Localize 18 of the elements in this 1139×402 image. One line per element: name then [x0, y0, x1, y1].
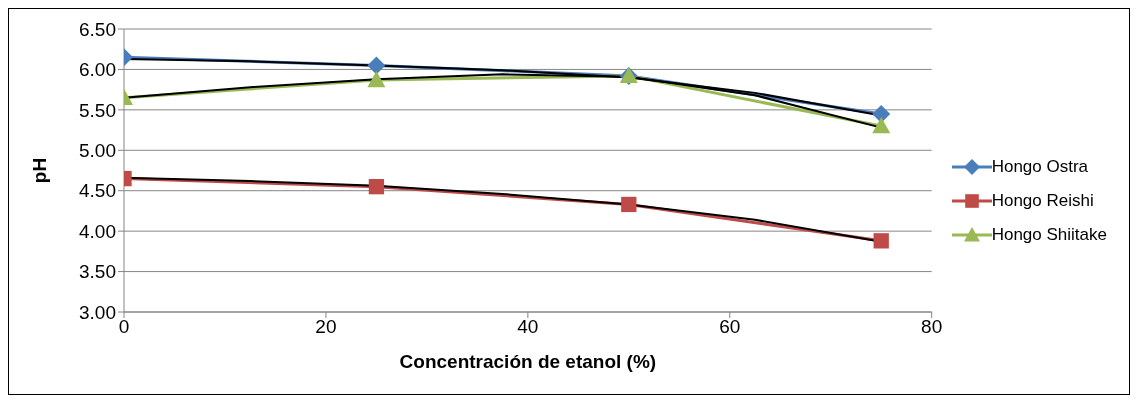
y-tick-label: 6.50	[79, 18, 116, 40]
y-tick-label: 5.50	[79, 99, 116, 121]
legend-label: Hongo Shiitake	[991, 224, 1107, 245]
legend-label: Hongo Reishi	[991, 190, 1094, 211]
y-tick-label: 3.50	[79, 261, 116, 283]
x-tick-label: 80	[921, 316, 943, 338]
y-tick-label: 3.00	[79, 301, 116, 323]
y-tick-label: 6.00	[79, 59, 116, 81]
y-axis-title: pH	[28, 157, 50, 184]
y-tick-label: 5.00	[79, 140, 116, 162]
y-tick-label: 4.50	[79, 180, 116, 202]
x-tick-label: 0	[118, 316, 130, 338]
x-tick-label: 40	[517, 316, 539, 338]
x-axis-title: Concentración de etanol (%)	[399, 351, 657, 372]
x-tick-label: 20	[315, 316, 337, 338]
y-tick-label: 4.00	[79, 220, 116, 242]
x-tick-label: 60	[719, 316, 741, 338]
legend-label: Hongo Ostra	[991, 156, 1089, 177]
